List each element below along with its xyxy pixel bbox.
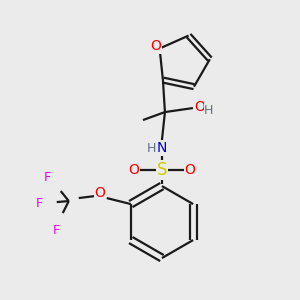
Text: F: F [53,224,60,237]
Text: O: O [128,163,140,177]
Text: O: O [184,163,195,177]
Text: F: F [44,171,51,184]
Text: O: O [150,40,161,53]
Text: O: O [194,100,206,114]
Text: N: N [157,141,167,155]
Text: F: F [36,196,43,210]
Text: H: H [147,142,157,154]
Text: H: H [204,103,214,117]
Text: O: O [94,186,105,200]
Text: S: S [157,161,167,179]
